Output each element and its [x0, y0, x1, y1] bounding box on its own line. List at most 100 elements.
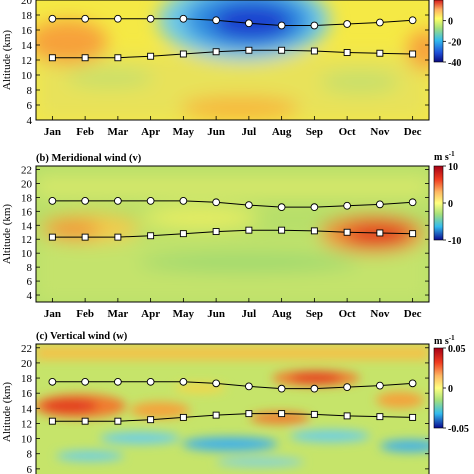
series-line-circle	[52, 200, 413, 208]
y-tick-label: 16	[21, 206, 33, 218]
circle-marker	[376, 381, 384, 390]
square-marker	[409, 50, 417, 58]
circle-marker	[146, 14, 155, 23]
square-marker	[343, 228, 351, 236]
circle-marker	[408, 379, 417, 388]
y-tick-label: 6	[27, 100, 33, 112]
circle-marker	[179, 197, 188, 205]
y-tick-label: 6	[27, 276, 33, 288]
square-marker	[376, 413, 384, 421]
circle-marker	[376, 18, 384, 27]
panel-c-ylabel: Altitude (km)	[1, 382, 13, 443]
x-tick-label: Aug	[272, 126, 292, 138]
square-marker	[147, 416, 155, 424]
series-line-square	[52, 413, 413, 422]
colorbar-tick-label: -0.05	[448, 424, 469, 435]
x-tick-label: Oct	[339, 126, 356, 138]
square-marker	[114, 233, 122, 241]
square-marker	[245, 226, 253, 234]
y-tick-label: 10	[21, 434, 33, 446]
panel-b: (b) Meridional wind (v) 4 6 8 10 12 14 16 18 20 2…	[1, 150, 461, 320]
panel-c-field	[36, 344, 429, 474]
square-marker	[212, 411, 220, 419]
series-line-square	[52, 49, 413, 59]
circle-marker	[179, 377, 188, 386]
circle-marker	[343, 201, 351, 210]
series-line-circle	[52, 381, 413, 390]
square-marker	[310, 227, 318, 235]
square-marker	[409, 230, 417, 238]
square-marker	[278, 410, 286, 418]
x-tick-label: Aug	[272, 308, 292, 320]
y-tick-label: 20	[21, 0, 33, 7]
circle-marker	[310, 203, 319, 211]
square-marker	[310, 47, 318, 55]
y-tick-label: 18	[21, 373, 33, 385]
square-marker	[376, 49, 384, 57]
y-tick-label: 6	[27, 464, 33, 474]
circle-marker	[212, 379, 220, 388]
panel-a-series	[48, 14, 417, 62]
square-marker	[245, 46, 253, 54]
y-tick-label: 10	[21, 248, 33, 260]
square-marker	[179, 230, 187, 238]
y-tick-label: 4	[27, 115, 33, 127]
circle-marker	[212, 16, 220, 25]
panel-b-series	[48, 197, 417, 241]
svg-text:m s-1: m s-1	[434, 150, 455, 163]
colorbar-tick-label: 10	[448, 162, 458, 173]
circle-marker	[310, 21, 319, 30]
panel-b-title: (b) Meridional wind (v)	[36, 153, 142, 164]
panel-b-x-axis: Jan Feb Mar Apr May Jun Jul Aug Sep Oct Nov Dec	[44, 298, 422, 320]
y-tick-label: 14	[21, 220, 33, 232]
circle-marker	[245, 201, 253, 209]
y-tick-label: 18	[21, 192, 33, 204]
panel-b-colorbar-unit-exp: -1	[449, 150, 455, 158]
x-tick-label: Jun	[207, 126, 225, 138]
y-tick-label: 10	[21, 70, 33, 82]
y-tick-label: 8	[27, 262, 33, 274]
panel-b-ylabel: Altitude (km)	[1, 204, 13, 265]
y-tick-label: 22	[21, 164, 32, 176]
square-marker	[376, 229, 384, 237]
panel-a: 4 6 8 10 12 14 16 18 20 Jan Feb Mar Apr May Jun Jul Aug…	[1, 0, 461, 138]
panel-b-colorbar-ticks: 10 0 -10	[443, 162, 461, 247]
colorbar-tick-label: -20	[448, 37, 461, 48]
panel-a-colorbar-ticks: 0 -20 -40	[443, 17, 461, 69]
square-marker	[278, 226, 286, 234]
square-marker	[81, 417, 89, 425]
panel-c-frame	[35, 343, 430, 474]
panel-b-field	[36, 166, 429, 302]
circle-marker	[48, 197, 57, 205]
square-marker	[114, 54, 122, 62]
square-marker	[179, 50, 187, 58]
circle-marker	[48, 377, 57, 386]
square-marker	[179, 413, 187, 421]
x-tick-label: Mar	[107, 126, 128, 138]
square-marker	[48, 417, 56, 425]
y-tick-label: 20	[21, 358, 33, 370]
panel-c: (c) Vertical wind (w) 681	[1, 331, 469, 474]
circle-marker	[212, 198, 220, 207]
circle-marker	[408, 198, 417, 207]
circle-marker	[81, 197, 89, 205]
circle-marker	[376, 200, 384, 209]
colorbar-tick-label: 0	[448, 17, 453, 28]
y-tick-label: 4	[27, 290, 33, 302]
x-tick-label: May	[173, 308, 195, 320]
circle-marker	[114, 377, 122, 386]
circle-marker	[343, 383, 351, 391]
y-tick-label: 14	[21, 403, 33, 415]
x-tick-label: Dec	[404, 126, 422, 138]
x-tick-label: Sep	[306, 308, 323, 320]
series-line-circle	[52, 18, 413, 26]
circle-marker	[277, 384, 286, 393]
square-marker	[212, 48, 220, 56]
panel-c-colorbar-ticks: 0.05 0 -0.05	[443, 344, 469, 435]
panel-a-y-axis: 4 6 8 10 12 14 16 18 20	[21, 0, 429, 127]
square-marker	[343, 49, 351, 56]
circle-marker	[179, 14, 188, 23]
x-tick-label: Jun	[207, 308, 225, 320]
y-tick-label: 12	[21, 418, 32, 430]
